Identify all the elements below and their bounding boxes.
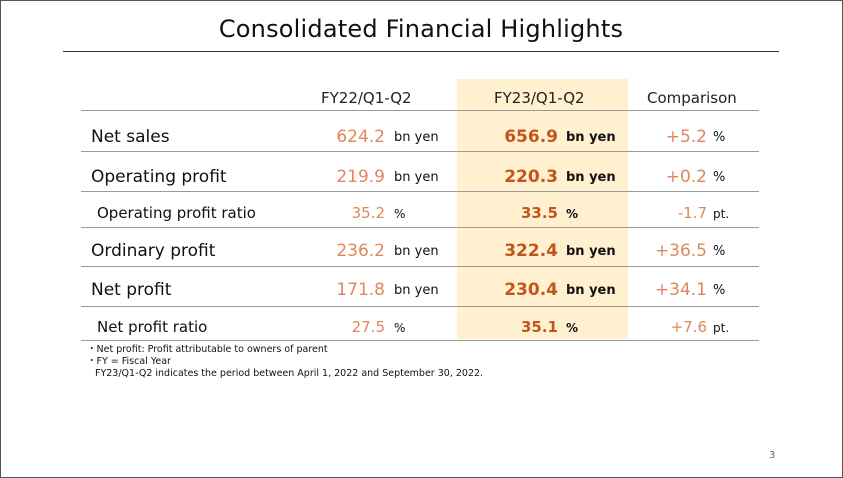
footnotes: ・Net profit: Profit attributable to owne… [87,344,483,380]
current-unit: % [566,207,579,221]
table-row: Net profit ratio 27.5 % 35.1 % +7.6 pt. [81,307,759,341]
current-value: 230.4 [504,280,558,300]
table-row: Operating profit ratio 35.2 % 33.5 % -1.… [81,192,759,228]
row-label: Operating profit ratio [97,204,256,222]
prev-value: 219.9 [336,167,385,187]
prev-value: 27.5 [351,318,385,336]
current-unit: % [566,321,579,335]
comparison-unit: pt. [713,321,730,335]
row-label: Operating profit [91,167,227,187]
comparison-value: -1.7 [677,204,707,222]
comparison-unit: pt. [713,207,730,221]
comparison-value: +5.2 [665,127,707,147]
comparison-value: +34.1 [654,280,707,300]
footnote-period: FY23/Q1-Q2 indicates the period between … [95,368,484,379]
table-header-row: FY22/Q1-Q2 FY23/Q1-Q2 Comparison [81,79,759,111]
title-divider [63,51,779,52]
prev-value: 35.2 [351,204,385,222]
table-row: Ordinary profit 236.2 bn yen 322.4 bn ye… [81,228,759,267]
current-value: 35.1 [520,318,558,336]
row-label: Ordinary profit [91,241,216,261]
prev-value: 236.2 [336,241,385,261]
comparison-unit: % [713,170,726,185]
current-unit: bn yen [566,130,616,145]
comparison-value: +0.2 [665,167,707,187]
comparison-unit: % [713,130,726,145]
table-row: Operating profit 219.9 bn yen 220.3 bn y… [81,152,759,192]
row-label: Net profit [91,280,172,300]
prev-unit: bn yen [394,170,439,185]
prev-value: 171.8 [336,280,385,300]
prev-value: 624.2 [336,127,385,147]
footnote-fiscal-year: ・FY = Fiscal Year [87,356,171,367]
page-number: 3 [769,450,776,461]
current-unit: bn yen [566,170,616,185]
current-unit: bn yen [566,244,616,259]
column-header-current: FY23/Q1-Q2 [494,89,585,107]
current-period-highlight [457,79,628,339]
comparison-unit: % [713,283,726,298]
current-value: 656.9 [504,127,558,147]
row-label: Net profit ratio [97,318,208,336]
comparison-value: +7.6 [670,318,707,336]
current-value: 322.4 [504,241,558,261]
table-row: Net sales 624.2 bn yen 656.9 bn yen +5.2… [81,111,759,152]
footnote-net-profit: ・Net profit: Profit attributable to owne… [87,344,328,355]
column-header-comparison: Comparison [647,89,737,107]
column-header-prev: FY22/Q1-Q2 [321,89,412,107]
slide-title: Consolidated Financial Highlights [218,15,624,43]
prev-unit: bn yen [394,244,439,259]
prev-unit: % [394,207,406,221]
current-value: 33.5 [520,204,558,222]
row-label: Net sales [91,127,170,147]
current-value: 220.3 [504,167,558,187]
comparison-unit: % [713,244,726,259]
current-unit: bn yen [566,283,616,298]
comparison-value: +36.5 [654,241,707,261]
prev-unit: % [394,321,406,335]
table-row: Net profit 171.8 bn yen 230.4 bn yen +34… [81,267,759,307]
prev-unit: bn yen [394,283,439,298]
prev-unit: bn yen [394,130,439,145]
